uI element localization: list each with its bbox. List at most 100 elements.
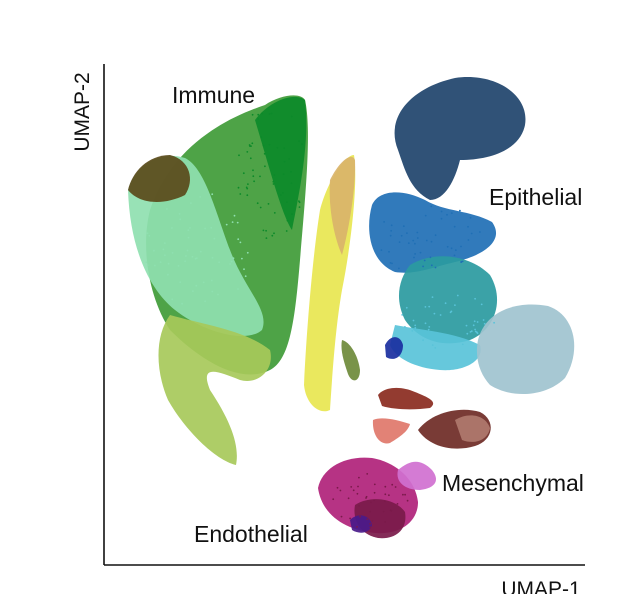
scatter-point [427,328,430,331]
scatter-point [430,240,433,243]
scatter-point [431,296,434,298]
mesenchymal-cluster-salmon [372,418,410,444]
scatter-point [204,300,207,303]
scatter-point [256,202,259,205]
scatter-point [493,321,495,324]
scatter-point [440,210,443,213]
scatter-point [271,234,274,237]
scatter-point [388,250,390,253]
scatter-point [425,239,428,242]
scatter-point [267,203,270,205]
scatter-point [434,347,437,349]
scatter-point [270,112,273,115]
scatter-point [265,229,267,232]
scatter-point [273,174,276,176]
scatter-point [414,242,416,245]
scatter-point [358,504,361,507]
scatter-point [249,157,252,160]
scatter-point [472,324,475,327]
scatter-point [380,249,383,252]
scatter-point [340,515,343,518]
scatter-point [146,232,149,235]
scatter-point [272,183,275,185]
scatter-point [450,212,453,215]
scatter-point [237,186,240,189]
scatter-point [186,249,189,252]
scatter-point [460,245,462,248]
annotation-immune: Immune [172,82,255,108]
scatter-point [253,180,256,183]
scatter-point [400,234,403,237]
scatter-point [171,252,174,254]
scatter-point [233,214,236,217]
scatter-point [474,328,476,331]
scatter-point [189,227,191,229]
scatter-point [479,231,481,233]
x-axis-label: UMAP-1 [501,578,580,594]
epithelial-cluster-teal [398,256,498,344]
endothelial-cluster-indigo [350,515,372,533]
immune-cluster-brown [128,155,190,202]
scatter-point [251,113,254,116]
scatter-point [429,256,432,259]
scatter-point [290,182,293,185]
scatter-point [390,224,393,227]
scatter-point [213,237,216,240]
scatter-point [192,290,194,293]
scatter-point [194,257,197,260]
mesenchymal-cluster-red [378,387,434,410]
scatter-point [225,223,228,226]
scatter-point [456,294,459,297]
scatter-point [461,343,464,346]
scatter-point [241,257,243,260]
scatter-point [210,279,213,282]
scatter-point [398,241,401,244]
scatter-point [349,517,351,520]
scatter-point [430,264,433,267]
scatter-point [262,229,265,232]
epithelial-cluster-navy [394,77,526,200]
epithelial-cluster-blue [369,192,497,273]
scatter-point [191,255,194,258]
scatter-point [474,297,476,300]
scatter-point [407,242,410,245]
scatter-point [164,254,166,257]
scatter-point [424,214,427,217]
scatter-point [414,324,417,327]
scatter-point [405,306,408,309]
scatter-point [433,312,436,315]
scatter-point [356,492,359,495]
scatter-point [263,152,266,155]
scatter-point [272,180,275,183]
scatter-point [470,232,473,235]
scatter-point [260,136,263,139]
scatter-point [146,264,149,267]
scatter-point [332,498,335,501]
scatter-point [473,320,476,323]
scatter-point [238,154,240,157]
scatter-point [465,324,468,327]
scatter-point [339,489,342,492]
scatter-point [252,175,255,178]
scatter-point [423,259,426,262]
scatter-point [382,510,385,513]
scatter-point [239,193,242,195]
scatter-point [440,217,443,220]
scatter-point [416,237,419,239]
scatter-point [285,230,288,232]
scatter-point [239,241,242,244]
scatter-point [446,213,448,216]
scatter-point [283,160,286,163]
scatter-point [406,232,408,235]
scatter-point [237,288,239,290]
scatter-point [467,239,470,241]
scatter-point [171,298,174,301]
scatter-point [454,249,457,252]
scatter-point [163,242,166,245]
scatter-point [184,260,187,263]
scatter-point [283,147,286,150]
immune-cluster-darkgreen [255,96,307,230]
scatter-point [246,187,249,190]
scatter-point [261,112,264,115]
scatter-point [394,486,397,488]
